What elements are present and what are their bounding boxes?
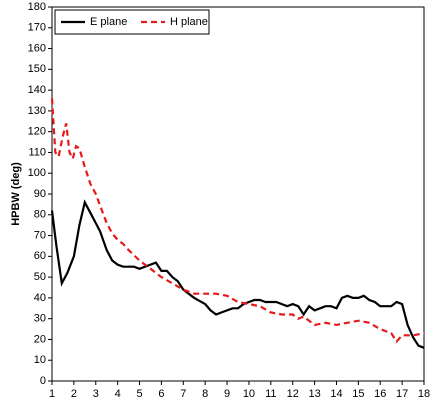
x-tick-label: 10 bbox=[243, 388, 255, 400]
y-tick-label: 0 bbox=[40, 375, 46, 387]
x-tick-label: 11 bbox=[265, 388, 276, 400]
y-tick-label: 160 bbox=[28, 42, 46, 54]
line-series bbox=[50, 98, 425, 344]
x-tick-label: 8 bbox=[202, 388, 208, 400]
y-tick-label: 180 bbox=[28, 1, 46, 13]
x-tick-label: 7 bbox=[180, 388, 186, 400]
legend-label: H plane bbox=[170, 16, 208, 28]
plot-frame bbox=[51, 6, 425, 382]
x-tick-label: 9 bbox=[224, 388, 230, 400]
y-tick-label: 100 bbox=[28, 167, 46, 179]
x-tick-label: 3 bbox=[93, 388, 99, 400]
x-tick-label: 17 bbox=[396, 388, 408, 400]
y-tick-label: 80 bbox=[34, 209, 46, 221]
y-tick-label: 130 bbox=[28, 105, 46, 117]
y-tick-label: 120 bbox=[28, 126, 46, 138]
x-tick-label: 12 bbox=[287, 388, 299, 400]
y-tick-label: 30 bbox=[34, 313, 46, 325]
y-tick-label: 170 bbox=[28, 22, 46, 34]
x-tick-label: 18 bbox=[418, 388, 430, 400]
y-tick-label: 50 bbox=[34, 271, 46, 283]
y-tick-label: 110 bbox=[28, 146, 46, 158]
x-tick-label: 14 bbox=[330, 388, 342, 400]
y-tick-label: 10 bbox=[34, 354, 46, 366]
y-tick-label: 150 bbox=[28, 63, 46, 75]
y-tick-label: 60 bbox=[34, 250, 46, 262]
line-series bbox=[50, 199, 425, 349]
y-axis-label: HPBW (deg) bbox=[10, 162, 22, 226]
x-tick-label: 13 bbox=[308, 388, 320, 400]
y-tick-label: 140 bbox=[28, 84, 46, 96]
y-tick-label: 20 bbox=[34, 333, 46, 345]
x-tick-label: 4 bbox=[115, 388, 121, 400]
legend-label: E plane bbox=[90, 16, 127, 28]
x-tick-label: 15 bbox=[352, 388, 364, 400]
y-tick-label: 40 bbox=[34, 292, 46, 304]
y-tick-label: 70 bbox=[34, 229, 46, 241]
x-tick-label: 16 bbox=[374, 388, 386, 400]
x-tick-label: 2 bbox=[71, 388, 77, 400]
x-tick-label: 5 bbox=[136, 388, 142, 400]
y-tick-label: 90 bbox=[34, 188, 46, 200]
x-tick-label: 1 bbox=[49, 388, 55, 400]
x-tick-label: 6 bbox=[158, 388, 164, 400]
